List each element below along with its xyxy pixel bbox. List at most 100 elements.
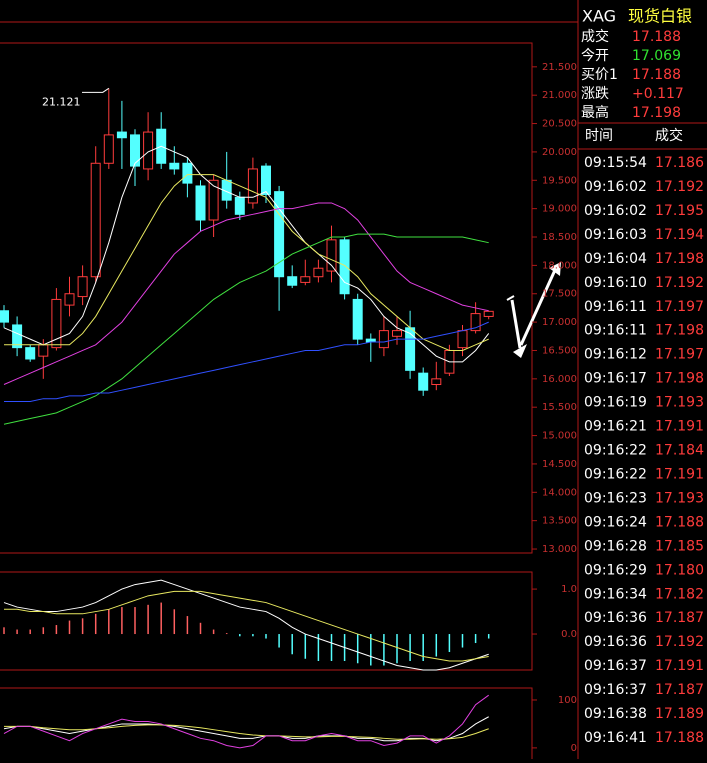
candle-body — [378, 330, 389, 349]
candle-body — [247, 168, 258, 204]
y-tick-label: 20.000 — [542, 147, 577, 158]
quote-label: 最高 — [581, 104, 609, 121]
trade-price: 17.184 — [655, 443, 704, 459]
trade-price: 17.180 — [655, 562, 704, 578]
y-tick-label: 17.000 — [542, 317, 577, 328]
trade-price: 17.191 — [655, 658, 704, 674]
trade-price: 17.182 — [655, 586, 704, 602]
trade-time: 09:16:24 — [584, 514, 647, 530]
quote-label: 今开 — [581, 48, 609, 64]
trade-price: 17.192 — [655, 275, 704, 291]
trade-price: 17.186 — [655, 155, 704, 171]
trade-price: 17.193 — [655, 490, 704, 506]
trade-time: 09:16:03 — [584, 227, 647, 243]
indicator-line — [3, 579, 489, 671]
y-tick-label: 21.500 — [542, 62, 577, 73]
trade-price: 17.198 — [655, 323, 704, 339]
trade-time: 09:16:36 — [584, 634, 647, 650]
trade-time: 09:16:12 — [584, 347, 647, 363]
trade-time: 09:16:29 — [584, 562, 647, 578]
candle-body — [182, 162, 193, 184]
y-tick-label: 18.000 — [542, 260, 577, 271]
candle-body — [313, 267, 324, 278]
trade-time: 09:16:37 — [584, 682, 647, 698]
trade-time: 09:16:22 — [584, 466, 647, 482]
trade-price: 17.187 — [655, 682, 704, 698]
trade-time: 09:16:02 — [584, 179, 647, 195]
trade-price: 17.197 — [655, 347, 704, 363]
candle-body — [90, 162, 101, 278]
quote-value: 17.188 — [632, 67, 681, 83]
trade-price: 17.193 — [655, 395, 704, 411]
trades-header: 时间 — [585, 128, 613, 144]
indicator-line — [4, 590, 489, 662]
symbol: XAG — [582, 7, 616, 26]
trade-time: 09:16:17 — [584, 371, 647, 387]
trade-time: 09:16:04 — [584, 251, 647, 267]
y-tick-label: 20.500 — [542, 119, 577, 130]
candle-body — [195, 185, 206, 221]
indicator-line — [4, 321, 489, 403]
y-tick-label: 0 — [571, 743, 577, 754]
candle-body — [287, 276, 298, 286]
candle-body — [103, 134, 114, 164]
trade-price: 17.187 — [655, 610, 704, 626]
y-tick-label: 18.500 — [542, 232, 577, 243]
candle-body — [418, 372, 429, 391]
candle-body — [352, 298, 363, 340]
quote-value: 17.069 — [632, 48, 681, 64]
y-tick-label: 14.500 — [542, 459, 577, 470]
trade-time: 09:16:11 — [584, 299, 647, 315]
trade-price: 17.191 — [655, 466, 704, 482]
candle-body — [12, 324, 23, 349]
candle-body — [51, 298, 62, 349]
y-tick-label: 17.500 — [542, 289, 577, 300]
y-tick-label: 0.0 — [561, 629, 577, 640]
trade-price: 17.195 — [655, 203, 704, 219]
trade-price: 17.197 — [655, 299, 704, 315]
trade-time: 09:16:21 — [584, 419, 647, 435]
candle-body — [130, 134, 140, 167]
drawing-arrows — [506, 262, 561, 358]
y-tick-label: 13.500 — [542, 516, 577, 527]
trade-price: 17.188 — [655, 730, 704, 746]
quote-value: 17.188 — [632, 29, 681, 45]
candle-body — [405, 327, 416, 371]
trade-time: 09:16:37 — [584, 658, 647, 674]
trade-time: 09:16:11 — [584, 323, 647, 339]
trade-price: 17.192 — [655, 634, 704, 650]
instrument-name: 现货白银 — [628, 7, 692, 26]
y-tick-label: 15.000 — [542, 431, 577, 442]
trade-price: 17.198 — [655, 251, 704, 267]
y-tick-label: 16.000 — [542, 374, 577, 385]
trade-time: 09:16:34 — [584, 586, 647, 602]
y-tick-label: 16.500 — [542, 345, 577, 356]
candle-body — [116, 131, 127, 139]
quote-label: 成交 — [581, 28, 609, 45]
candle-body — [169, 162, 180, 170]
candle-body — [234, 196, 245, 215]
candle-body — [339, 239, 350, 295]
trade-time: 09:16:28 — [584, 538, 647, 554]
candle-body — [431, 378, 442, 386]
price-panel — [0, 42, 533, 554]
trade-time: 09:16:36 — [584, 610, 647, 626]
candle-body — [392, 330, 402, 337]
y-tick-label: 1.0 — [561, 584, 577, 595]
candle-body — [38, 344, 49, 357]
indicator-line — [3, 233, 489, 425]
y-tick-label: 19.000 — [542, 204, 577, 215]
trade-price: 17.185 — [655, 538, 704, 554]
indicator-line — [4, 174, 489, 351]
candle-body — [483, 310, 494, 317]
trade-time: 09:15:54 — [584, 155, 647, 171]
indicator-line — [3, 694, 489, 749]
candle-body — [77, 276, 88, 298]
annotation-leader — [82, 87, 110, 93]
indicator-line — [4, 724, 489, 740]
candle-body — [0, 310, 9, 323]
trade-price: 17.192 — [655, 179, 704, 195]
indicator-line — [3, 145, 490, 363]
